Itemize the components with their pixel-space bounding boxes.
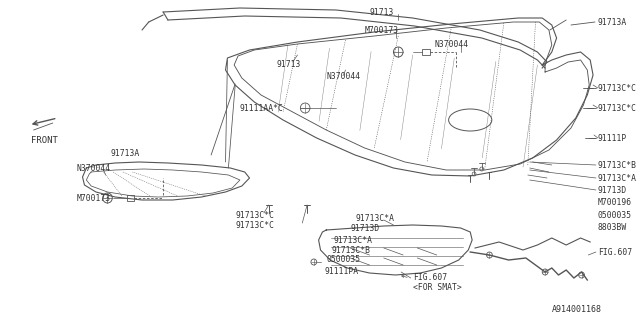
Text: 91713C*A: 91713C*A <box>598 173 637 182</box>
Text: N370044: N370044 <box>77 164 111 172</box>
Text: 91713C*C: 91713C*C <box>598 84 637 92</box>
Text: FRONT: FRONT <box>31 135 58 145</box>
Text: 91713C*B: 91713C*B <box>598 161 637 170</box>
Text: M700196: M700196 <box>598 197 632 206</box>
Text: 91713C*C: 91713C*C <box>235 211 274 220</box>
Text: 91713A: 91713A <box>110 148 140 157</box>
Text: N370044: N370044 <box>435 39 469 49</box>
Text: 0500035: 0500035 <box>326 255 360 265</box>
Bar <box>127 195 134 201</box>
Text: 91713D: 91713D <box>350 223 380 233</box>
Text: 8803BW: 8803BW <box>598 222 627 231</box>
Text: FIG.607: FIG.607 <box>598 247 632 257</box>
Text: FIG.607: FIG.607 <box>413 274 447 283</box>
Bar <box>422 49 430 55</box>
Text: 91111AA*C: 91111AA*C <box>240 103 284 113</box>
Text: 91713: 91713 <box>276 60 301 68</box>
Text: 91111PA: 91111PA <box>324 268 358 276</box>
Text: A914001168: A914001168 <box>552 306 602 315</box>
Text: M700173: M700173 <box>77 194 111 203</box>
Text: 91713C*C: 91713C*C <box>235 220 274 229</box>
Text: 91713C*A: 91713C*A <box>334 236 373 244</box>
Text: 91713C*B: 91713C*B <box>331 245 370 254</box>
Text: 91713D: 91713D <box>598 186 627 195</box>
Text: <FOR SMAT>: <FOR SMAT> <box>413 284 461 292</box>
Text: 91713C*C: 91713C*C <box>598 103 637 113</box>
Text: 91713C*A: 91713C*A <box>355 213 394 222</box>
Text: 0500035: 0500035 <box>598 211 632 220</box>
Text: 91713: 91713 <box>369 7 394 17</box>
Text: 91111P: 91111P <box>598 133 627 142</box>
Text: 91713A: 91713A <box>598 18 627 27</box>
Text: M700173: M700173 <box>365 26 399 35</box>
Text: N370044: N370044 <box>326 71 360 81</box>
